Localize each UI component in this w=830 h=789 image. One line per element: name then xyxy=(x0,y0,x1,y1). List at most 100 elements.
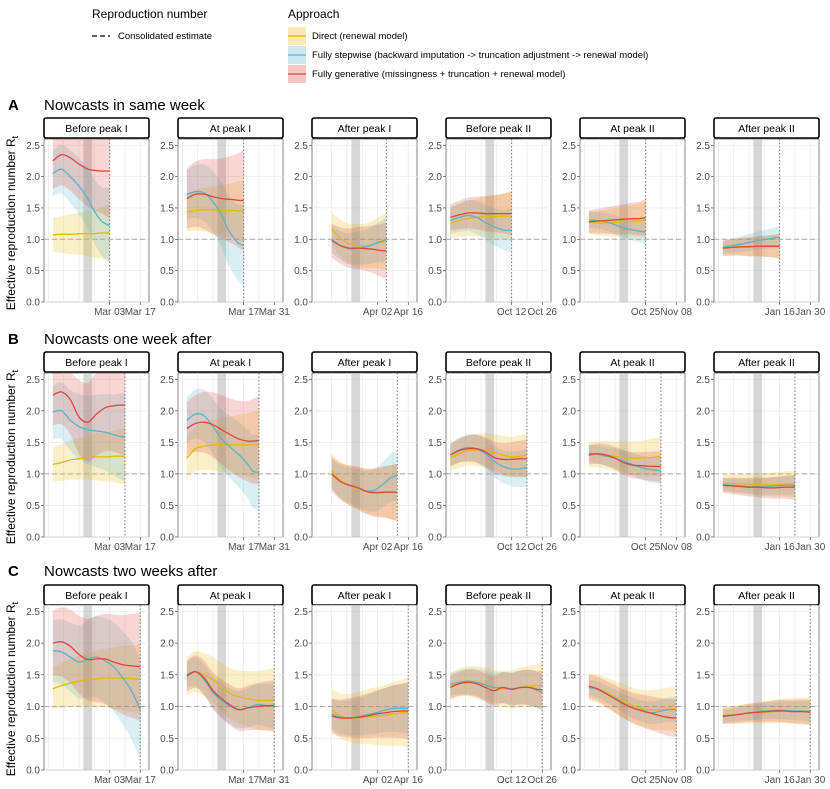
band-generative xyxy=(52,139,110,218)
y-tick-label: 1.0 xyxy=(294,702,308,713)
panel-r1-c2: After peak I 0.0 0.5 1.0 1.5 2.0 2.5 Apr 02 Apr … xyxy=(294,351,424,553)
line-direct xyxy=(588,218,646,224)
line-generative xyxy=(722,710,811,717)
x-tick-label: Apr 16 xyxy=(394,775,424,786)
y-tick-label: 1.5 xyxy=(160,670,174,681)
y-tick-label: 2.0 xyxy=(562,172,576,183)
y-tick-label: 1.0 xyxy=(428,469,442,480)
line-direct xyxy=(588,686,677,711)
band-generative xyxy=(52,607,141,721)
band-generative xyxy=(331,456,398,521)
panel-frame xyxy=(43,138,150,303)
x-tick-label: Apr 02 xyxy=(363,307,393,318)
legend: Reproduction number Consolidated estimat… xyxy=(92,7,648,83)
y-tick-label: 0.0 xyxy=(562,766,576,777)
nowcast-week-shade xyxy=(217,373,227,537)
line-stepwise xyxy=(186,670,275,711)
y-tick-label: 0.5 xyxy=(26,501,40,512)
line-direct xyxy=(450,215,512,225)
x-tick-label: Mar 17 xyxy=(228,775,260,786)
x-tick-label: Mar 17 xyxy=(228,542,260,553)
line-stepwise xyxy=(52,650,141,710)
band-stepwise xyxy=(331,450,398,512)
x-tick-label: Oct 26 xyxy=(528,307,558,318)
line-direct xyxy=(450,449,528,459)
panel-r1-c5: After peak II 0.0 0.5 1.0 1.5 2.0 2.5 Jan 16 Jan… xyxy=(696,351,826,553)
line-generative xyxy=(588,685,677,719)
x-tick-label: Mar 31 xyxy=(259,775,291,786)
line-generative xyxy=(331,473,398,494)
y-tick-label: 2.0 xyxy=(428,639,442,650)
y-tick-label: 1.5 xyxy=(428,203,442,214)
band-direct xyxy=(331,453,398,521)
panel-frame xyxy=(713,372,820,538)
y-tick-label: 1.0 xyxy=(428,235,442,246)
y-tick-label: 2.0 xyxy=(26,406,40,417)
y-tick-label: 2.0 xyxy=(428,172,442,183)
band-direct xyxy=(52,644,141,715)
band-generative xyxy=(331,222,387,279)
band-generative xyxy=(52,372,125,462)
strip-label: After peak I xyxy=(338,357,392,369)
strip-label: At peak I xyxy=(210,590,251,602)
x-tick-label: Oct 12 xyxy=(497,542,527,553)
y-tick-label: 0.0 xyxy=(428,298,442,309)
band-stepwise xyxy=(186,388,259,511)
y-tick-label: 1.0 xyxy=(562,469,576,480)
x-tick-label: Jan 16 xyxy=(765,542,795,553)
y-tick-label: 1.0 xyxy=(428,702,442,713)
y-tick-label: 0.5 xyxy=(428,734,442,745)
panel-r0-c2: After peak I 0.0 0.5 1.0 1.5 2.0 2.5 Apr 02 Apr … xyxy=(294,117,423,318)
y-tick-label: 0.5 xyxy=(160,734,174,745)
line-direct xyxy=(52,455,125,466)
y-tick-label: 2.0 xyxy=(26,172,40,183)
strip-box xyxy=(713,117,820,139)
y-tick-label: 0.0 xyxy=(26,533,40,544)
strip-label: Before peak I xyxy=(65,123,127,135)
panel-r2-c5: After peak II 0.0 0.5 1.0 1.5 2.0 2.5 Jan 16 Jan… xyxy=(696,584,826,786)
y-tick-label: 2.5 xyxy=(26,607,40,618)
panel-r2-c1: At peak I 0.0 0.5 1.0 1.5 2.0 2.5 Mar 17 Mar 31 xyxy=(160,584,291,786)
strip-label: At peak II xyxy=(610,590,654,602)
strip-box xyxy=(445,351,552,373)
line-stepwise xyxy=(186,190,244,247)
y-tick-label: 1.0 xyxy=(294,235,308,246)
y-tick-label: 2.5 xyxy=(26,141,40,152)
x-tick-label: Nov 08 xyxy=(660,542,692,553)
line-generative xyxy=(722,484,795,489)
x-tick-label: Apr 16 xyxy=(394,542,424,553)
strip-label: At peak I xyxy=(210,123,251,135)
line-generative xyxy=(52,391,125,423)
y-axis-label-b: Effective reproduction number Rt xyxy=(4,369,20,544)
line-direct xyxy=(186,209,244,214)
y-tick-label: 0.0 xyxy=(428,766,442,777)
nowcast-week-shade xyxy=(351,373,361,537)
y-tick-label: 0.0 xyxy=(562,533,576,544)
nowcast-week-shade xyxy=(753,139,763,302)
panel-r1-c0: Before peak I 0.0 0.5 1.0 1.5 2.0 2.5 Mar 03 Mar… xyxy=(26,351,156,553)
y-tick-label: 0.0 xyxy=(26,298,40,309)
y-tick-label: 0.5 xyxy=(294,266,308,277)
strip-label: Before peak II xyxy=(466,123,531,135)
y-tick-label: 1.5 xyxy=(696,670,710,681)
y-tick-label: 1.0 xyxy=(160,702,174,713)
panel-r0-c4: At peak II 0.0 0.5 1.0 1.5 2.0 2.5 Oct 25 Nov 08 xyxy=(562,117,693,318)
panel-r1-c1: At peak I 0.0 0.5 1.0 1.5 2.0 2.5 Mar 17 Mar 31 xyxy=(160,351,290,553)
y-tick-label: 1.0 xyxy=(26,469,40,480)
row-title-c: Nowcasts two weeks after xyxy=(44,563,217,580)
y-tick-label: 0.0 xyxy=(294,766,308,777)
strip-label: Before peak II xyxy=(466,357,531,369)
y-tick-label: 0.0 xyxy=(696,533,710,544)
y-tick-label: 0.5 xyxy=(696,266,710,277)
x-tick-label: Mar 03 xyxy=(94,307,126,318)
x-tick-label: Mar 03 xyxy=(94,542,126,553)
y-tick-label: 1.0 xyxy=(294,469,308,480)
band-stepwise xyxy=(52,616,141,761)
y-tick-label: 2.5 xyxy=(696,375,710,386)
y-tick-label: 1.5 xyxy=(294,438,308,449)
y-tick-label: 1.5 xyxy=(428,670,442,681)
x-tick-label: Apr 02 xyxy=(363,542,393,553)
line-generative xyxy=(450,447,527,461)
line-direct xyxy=(186,444,259,459)
y-tick-label: 0.5 xyxy=(562,501,576,512)
